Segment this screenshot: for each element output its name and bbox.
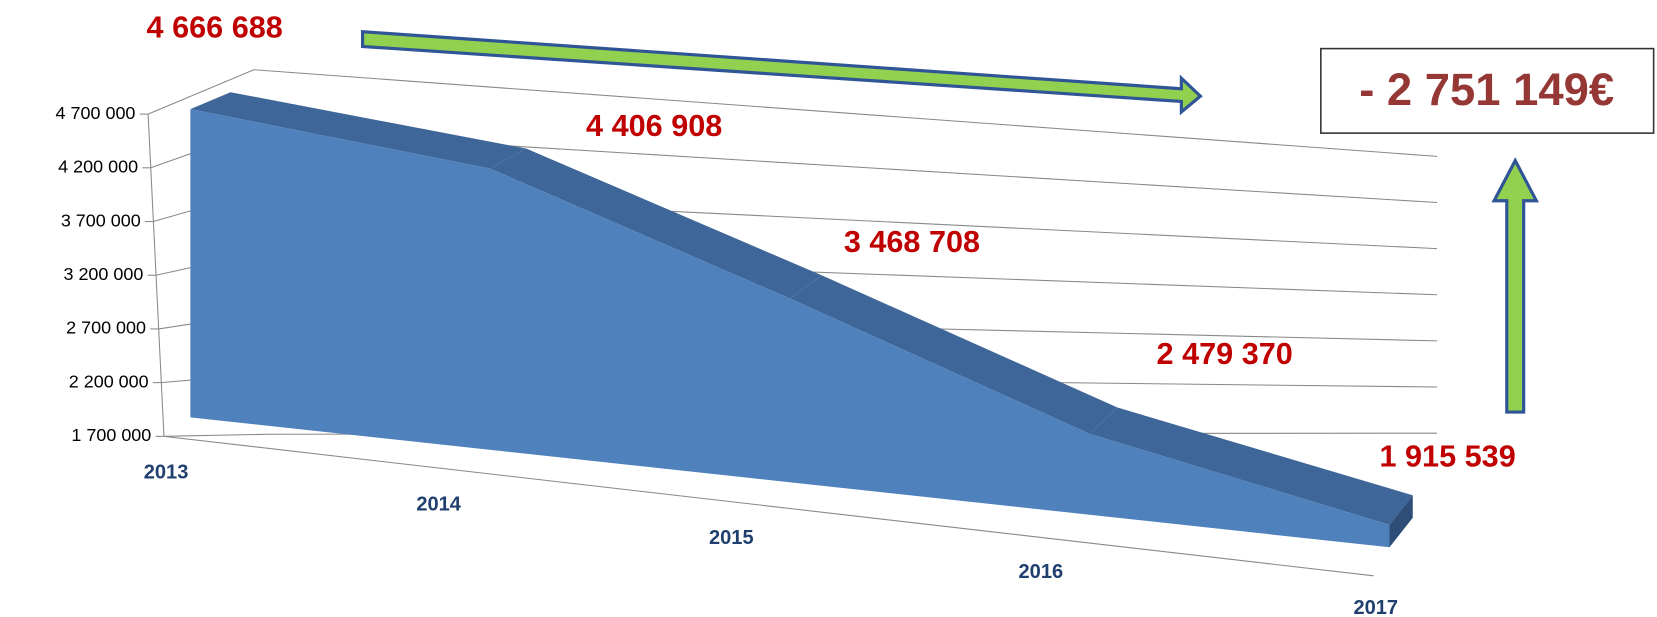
trend-arrow xyxy=(360,29,1203,116)
area-top xyxy=(190,92,527,169)
y-tick-label: 4 200 000 xyxy=(58,157,138,177)
x-tick-label: 2016 xyxy=(1019,561,1064,583)
data-label: 2 479 370 xyxy=(1157,337,1293,371)
y-tick-label: 3 200 000 xyxy=(63,264,143,284)
x-tick-label: 2015 xyxy=(709,527,754,549)
y-tick-label: 1 700 000 xyxy=(71,425,151,445)
up-arrow xyxy=(1491,157,1539,414)
x-axis xyxy=(163,435,1374,577)
x-tick-label: 2017 xyxy=(1353,597,1398,617)
x-tick-label: 2013 xyxy=(144,462,189,484)
data-label: 3 468 708 xyxy=(844,225,980,259)
annotation-box xyxy=(1320,47,1655,134)
y-tick-label: 2 700 000 xyxy=(66,318,146,338)
data-label: 4 406 908 xyxy=(586,109,722,143)
x-tick-label: 2014 xyxy=(416,493,461,515)
data-label: 1 915 539 xyxy=(1379,440,1515,474)
labels: 1 700 000 2 200 000 2 700 000 3 200 000 3 70… xyxy=(56,11,1516,617)
area-top xyxy=(1089,407,1413,525)
y-tick-label: 2 200 000 xyxy=(69,371,149,391)
area-top xyxy=(490,148,822,299)
grid-line xyxy=(147,69,1438,157)
area xyxy=(190,92,1413,548)
annotation: - 2 751 149€ xyxy=(1359,64,1614,115)
area-front xyxy=(190,109,1390,548)
area-top xyxy=(789,275,1118,434)
data-label: 4 666 688 xyxy=(147,11,283,45)
y-tick-label: 4 700 000 xyxy=(56,103,136,123)
y-tick-label: 3 700 000 xyxy=(61,210,141,230)
area-side xyxy=(1389,495,1413,548)
